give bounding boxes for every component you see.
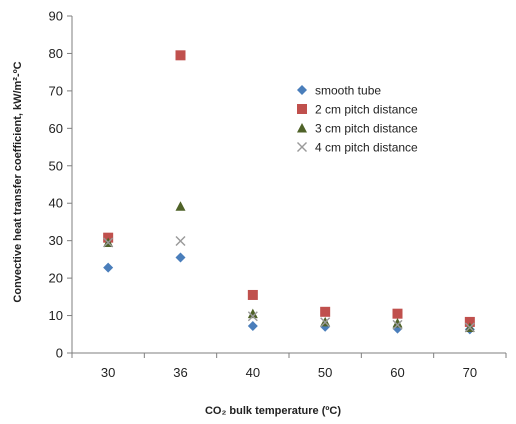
y-tick-label: 10 <box>49 308 63 323</box>
data-point-series-3 <box>175 201 186 211</box>
y-tick-label: 20 <box>49 271 63 286</box>
data-point-series-2 <box>247 289 258 300</box>
y-axis-title-group: Convective heat transfer coefficient, kW… <box>12 61 24 302</box>
y-tick-label: 80 <box>49 46 63 61</box>
data-point-series-2 <box>392 308 403 319</box>
tick-labels: 0 10 20 30 40 50 60 70 80 90 30 36 40 50 60 70 <box>49 9 478 381</box>
legend-marker <box>297 123 307 133</box>
x-tick-label: 70 <box>463 365 477 380</box>
x-tick-label: 50 <box>318 365 332 380</box>
legend-label: 2 cm pitch distance <box>315 103 418 117</box>
y-tick-label: 0 <box>56 346 63 361</box>
data-point-series-4 <box>464 322 475 333</box>
legend-marker <box>297 104 307 114</box>
y-tick-label: 40 <box>49 196 63 211</box>
y-tick-label: 60 <box>49 121 63 136</box>
data-point-series-2 <box>320 306 331 317</box>
legend: smooth tube 2 cm pitch distance 3 cm pitch… <box>297 84 418 155</box>
data-point-series-1 <box>175 252 186 263</box>
x-axis-title: CO₂ bulk temperature (ºC) <box>205 405 341 417</box>
data-point-series-4 <box>247 311 258 322</box>
data-point-series-1 <box>103 262 114 273</box>
data-point-series-4 <box>320 317 331 328</box>
y-tick-label: 90 <box>49 9 63 24</box>
data-point-series-3 <box>392 318 403 328</box>
x-tick-label: 30 <box>101 365 115 380</box>
data-point-series-3 <box>247 308 258 319</box>
x-tick-label: 60 <box>390 365 404 380</box>
x-tick-label: 40 <box>246 365 260 380</box>
y-tick-label: 30 <box>49 233 63 248</box>
data-point-series-4 <box>175 236 186 247</box>
legend-label: smooth tube <box>315 84 381 98</box>
legend-marker <box>297 142 307 152</box>
data-point-series-1 <box>247 321 258 332</box>
axes <box>67 15 507 358</box>
x-tick-label: 36 <box>173 365 187 380</box>
y-tick-label: 50 <box>49 158 63 173</box>
legend-label: 3 cm pitch distance <box>315 122 418 136</box>
data-point-series-4 <box>392 319 403 330</box>
legend-marker <box>297 85 307 95</box>
data-point-series-2 <box>464 316 475 327</box>
data-point-series-2 <box>175 50 186 61</box>
y-axis-title: Convective heat transfer coefficient, kW… <box>12 61 24 302</box>
y-tick-label: 70 <box>49 83 63 98</box>
data-point-series-4 <box>103 237 114 248</box>
legend-label: 4 cm pitch distance <box>315 141 418 155</box>
data-points <box>103 50 475 335</box>
